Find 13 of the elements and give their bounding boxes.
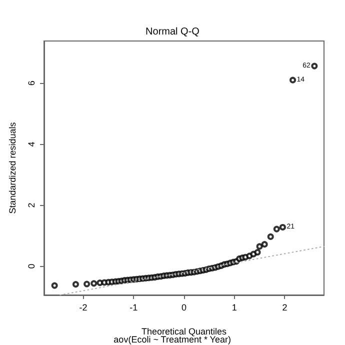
- y-axis-title: Standardized residuals: [8, 122, 18, 214]
- y-tick-label: 6: [26, 80, 36, 86]
- y-tick-label: 0: [26, 264, 36, 269]
- x-tick-label: -1: [130, 302, 138, 312]
- x-tick-label: 2: [282, 302, 288, 312]
- x-tick-label: 0: [181, 302, 187, 312]
- y-tick-label: 2: [26, 202, 36, 208]
- x-axis-title: Theoretical Quantiles: [141, 326, 228, 336]
- text: aov(Ecoli ~ Treatment * Year): [114, 334, 231, 344]
- x-tick-label: -2: [79, 302, 88, 312]
- chart-title: Normal Q-Q: [146, 26, 200, 38]
- x-tick-label: 1: [232, 302, 237, 312]
- y-tick-label: 4: [26, 142, 36, 147]
